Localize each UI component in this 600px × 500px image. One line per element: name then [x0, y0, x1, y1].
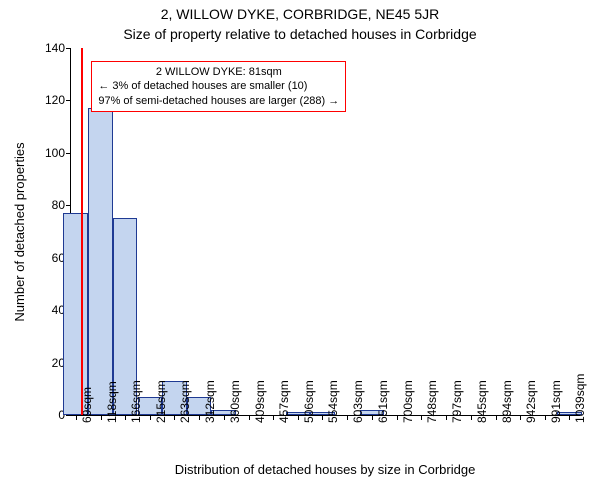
- bar: [88, 108, 112, 415]
- plot-area: 02040608010012014069sqm118sqm166sqm215sq…: [70, 48, 580, 416]
- xtick-mark: [446, 415, 447, 420]
- annotation-line: ← 3% of detached houses are smaller (10): [98, 79, 339, 93]
- xtick-mark: [150, 415, 151, 420]
- xtick-mark: [372, 415, 373, 420]
- xtick-label: 797sqm: [450, 380, 464, 423]
- xtick-label: 506sqm: [302, 380, 316, 423]
- xtick-mark: [174, 415, 175, 420]
- footer-attribution: [0, 486, 600, 499]
- x-axis-label: Distribution of detached houses by size …: [70, 462, 580, 477]
- xtick-mark: [520, 415, 521, 420]
- annotation-box: 2 WILLOW DYKE: 81sqm← 3% of detached hou…: [91, 61, 346, 112]
- xtick-mark: [569, 415, 570, 420]
- chart-subtitle: Size of property relative to detached ho…: [0, 26, 600, 42]
- annotation-line: 2 WILLOW DYKE: 81sqm: [98, 65, 339, 79]
- annotation-line: 97% of semi-detached houses are larger (…: [98, 94, 339, 108]
- xtick-label: 603sqm: [351, 380, 365, 423]
- xtick-label: 748sqm: [425, 380, 439, 423]
- xtick-label: 360sqm: [228, 380, 242, 423]
- xtick-mark: [471, 415, 472, 420]
- xtick-label: 1039sqm: [573, 374, 587, 423]
- xtick-label: 409sqm: [253, 380, 267, 423]
- xtick-label: 215sqm: [154, 380, 168, 423]
- xtick-mark: [496, 415, 497, 420]
- xtick-mark: [397, 415, 398, 420]
- xtick-label: 554sqm: [326, 380, 340, 423]
- ytick-mark: [66, 153, 71, 154]
- xtick-mark: [322, 415, 323, 420]
- xtick-label: 263sqm: [178, 380, 192, 423]
- marker-line: [81, 48, 83, 415]
- xtick-mark: [125, 415, 126, 420]
- xtick-mark: [224, 415, 225, 420]
- ytick-label: 100: [45, 146, 65, 160]
- xtick-label: 845sqm: [475, 380, 489, 423]
- xtick-label: 894sqm: [500, 380, 514, 423]
- chart-container: 2, WILLOW DYKE, CORBRIDGE, NE45 5JR Size…: [0, 0, 600, 500]
- xtick-mark: [545, 415, 546, 420]
- ytick-mark: [66, 205, 71, 206]
- ytick-mark: [66, 415, 71, 416]
- ytick-label: 120: [45, 93, 65, 107]
- xtick-label: 942sqm: [524, 380, 538, 423]
- ytick-mark: [66, 100, 71, 101]
- ytick-mark: [66, 48, 71, 49]
- xtick-label: 457sqm: [277, 380, 291, 423]
- xtick-label: 312sqm: [203, 380, 217, 423]
- xtick-mark: [76, 415, 77, 420]
- xtick-mark: [101, 415, 102, 420]
- xtick-mark: [249, 415, 250, 420]
- xtick-label: 991sqm: [549, 380, 563, 423]
- xtick-mark: [421, 415, 422, 420]
- xtick-mark: [199, 415, 200, 420]
- xtick-label: 166sqm: [129, 380, 143, 423]
- xtick-label: 700sqm: [401, 380, 415, 423]
- page-title: 2, WILLOW DYKE, CORBRIDGE, NE45 5JR: [0, 6, 600, 22]
- xtick-mark: [347, 415, 348, 420]
- xtick-label: 651sqm: [376, 380, 390, 423]
- xtick-label: 118sqm: [105, 381, 119, 423]
- xtick-mark: [298, 415, 299, 420]
- bar: [63, 213, 87, 415]
- y-axis-label: Number of detached properties: [12, 142, 27, 321]
- xtick-mark: [273, 415, 274, 420]
- ytick-label: 140: [45, 41, 65, 55]
- ytick-label: 80: [52, 198, 65, 212]
